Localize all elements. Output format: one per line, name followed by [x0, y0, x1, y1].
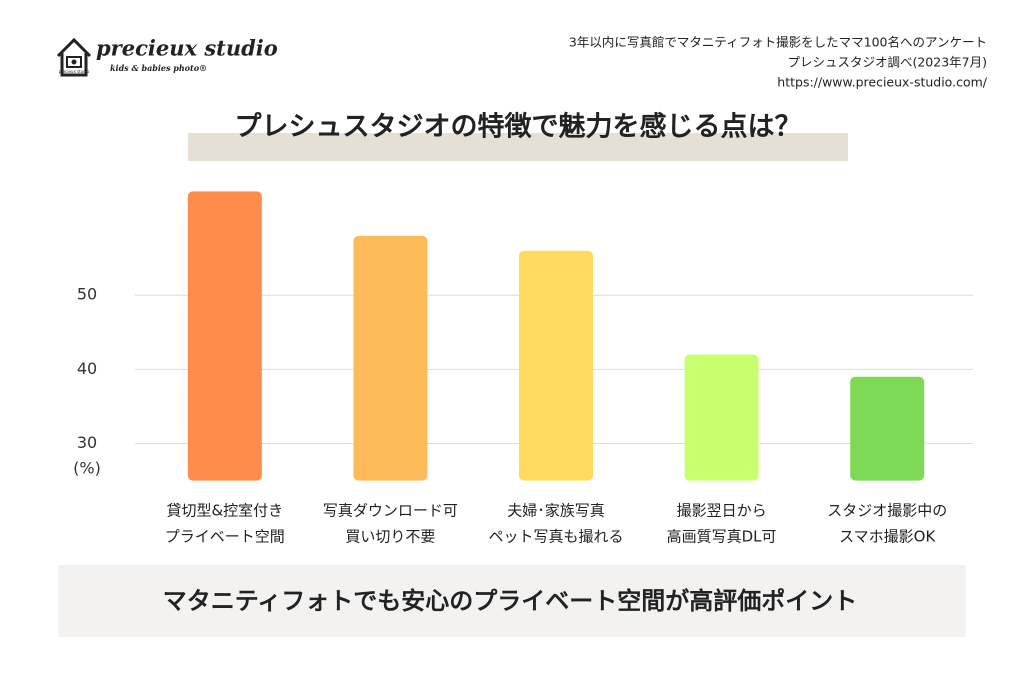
bar [684, 354, 759, 481]
title-highlight [188, 133, 848, 161]
note: 3年以内に写真館でマタニティフォト撮影をしたママ100名へのアンケート [569, 35, 987, 50]
x-tick-label: 撮影翌日から [677, 502, 767, 520]
footer-banner [58, 565, 966, 637]
x-tick-label: 買い切り不要 [345, 528, 435, 546]
x-tick-label: ペット写真も撮れる [488, 528, 623, 546]
y-axis-label: (%) [73, 459, 101, 478]
x-tick-label: スタジオ撮影中の [827, 502, 947, 520]
y-tick-label: 30 [77, 433, 97, 452]
footer-text: マタニティフォトでも安心のプライベート空間が高評価ポイント [163, 587, 858, 615]
logo-camera [66, 56, 82, 68]
y-tick-label: 50 [77, 285, 97, 304]
logo-sub: kids & babies photo® [110, 63, 207, 73]
note: プレシュスタジオ調べ(2023年7月) [787, 55, 987, 70]
logo-house [56, 37, 92, 77]
x-tick-label: 写真ダウンロード可 [323, 502, 458, 520]
bar [519, 250, 593, 481]
chart-title: プレシュスタジオの特徴で魅力を感じる点は？ [235, 111, 802, 143]
x-tick-label: 貸切型&控室付き [166, 502, 283, 520]
x-tick-label: プライベート空間 [165, 528, 285, 546]
bar [353, 235, 428, 481]
x-tick-label: スマホ撮影OK [839, 528, 936, 546]
logo-small: precieux studio [59, 69, 90, 74]
logo-lens [71, 59, 77, 65]
logo: precieux studio precieux studio kids & b… [56, 36, 278, 77]
bar [850, 376, 925, 481]
x-tick-label: 夫婦･家族写真 [507, 502, 605, 520]
bar [187, 191, 262, 481]
y-tick-label: 40 [77, 359, 97, 378]
x-tick-label: 高画質写真DL可 [667, 528, 777, 546]
note: https://www.precieux-studio.com/ [777, 75, 987, 90]
logo-text: precieux studio [96, 36, 278, 61]
